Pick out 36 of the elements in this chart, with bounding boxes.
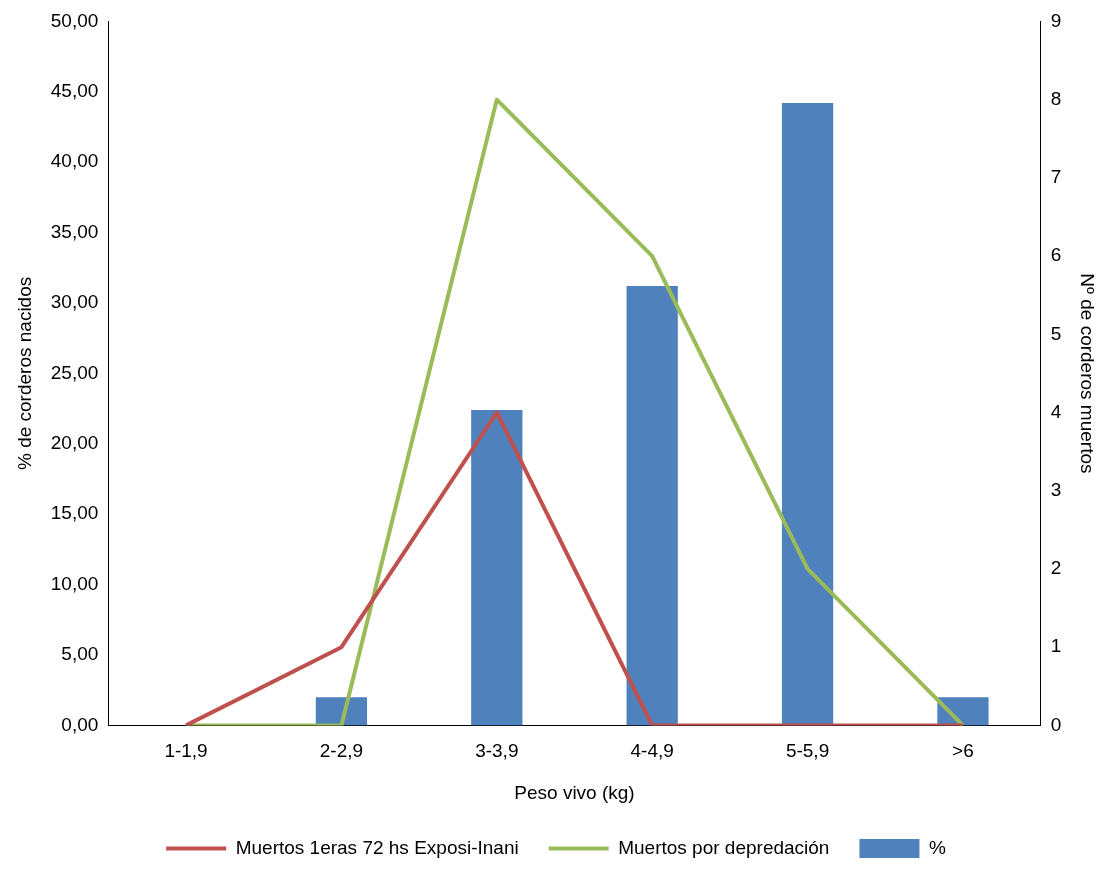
y2-tick-label: 0 bbox=[1050, 713, 1062, 735]
x-tick-label: 5-5,9 bbox=[785, 740, 830, 762]
y2-axis-title: Nº de corderos muertos bbox=[1077, 273, 1099, 474]
y-tick-label: 40,00 bbox=[50, 150, 99, 172]
y-axis-title: % de corderos nacidos bbox=[13, 276, 35, 471]
x-axis-title: Peso vivo (kg) bbox=[514, 781, 635, 803]
y-tick-label: 5,00 bbox=[61, 643, 99, 665]
y2-tick-label: 4 bbox=[1050, 400, 1062, 422]
bar bbox=[781, 103, 834, 726]
y2-tick-label: 3 bbox=[1050, 478, 1062, 500]
y-tick-label: 0,00 bbox=[61, 713, 99, 735]
y2-tick-label: 9 bbox=[1050, 9, 1062, 31]
legend-label: Muertos 1eras 72 hs Exposi-Inani bbox=[235, 836, 519, 858]
y-tick-label: 10,00 bbox=[50, 572, 99, 594]
x-tick-label: 3-3,9 bbox=[475, 740, 519, 762]
y-tick-label: 45,00 bbox=[50, 80, 99, 102]
x-tick-label: 2-2,9 bbox=[319, 740, 364, 762]
y-tick-label: 50,00 bbox=[50, 9, 99, 31]
y2-tick-label: 7 bbox=[1050, 166, 1062, 188]
y-tick-label: 25,00 bbox=[50, 361, 99, 383]
y2-tick-label: 6 bbox=[1050, 244, 1062, 266]
x-tick-label: 1-1,9 bbox=[164, 740, 208, 762]
y2-tick-label: 5 bbox=[1050, 322, 1062, 344]
y2-tick-label: 2 bbox=[1050, 557, 1062, 579]
y-tick-label: 35,00 bbox=[50, 220, 99, 242]
y-tick-label: 30,00 bbox=[50, 291, 99, 313]
legend-label: Muertos por depredación bbox=[618, 836, 830, 858]
y-tick-label: 15,00 bbox=[50, 502, 99, 524]
legend-label: % bbox=[928, 836, 946, 858]
y2-tick-label: 1 bbox=[1050, 635, 1062, 657]
bar bbox=[471, 410, 523, 726]
x-tick-label: >6 bbox=[952, 740, 974, 762]
y2-tick-label: 8 bbox=[1050, 87, 1062, 109]
bar bbox=[626, 286, 678, 726]
x-tick-label: 4-4,9 bbox=[630, 740, 674, 762]
y-tick-label: 20,00 bbox=[50, 432, 99, 454]
